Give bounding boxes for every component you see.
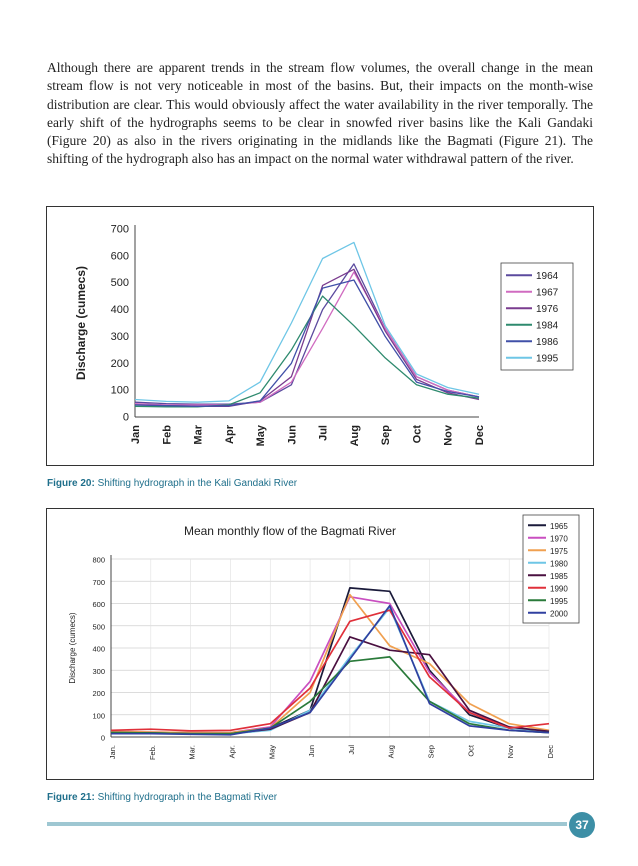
page-number: 37 (569, 812, 595, 838)
figure-20-caption: Figure 20: Shifting hydrograph in the Ka… (47, 478, 297, 489)
c2-series-line-1995 (110, 656, 550, 735)
c2-x-tick-label: Mar. (188, 745, 197, 760)
c1-series-line-1964 (134, 263, 480, 405)
footer-rule (47, 822, 567, 826)
c2-x-tick-label: Jun (307, 745, 316, 757)
c2-series-line-1990 (110, 609, 550, 732)
c1-x-tick-label: Feb (161, 425, 173, 445)
c2-legend-label-2000: 2000 (550, 609, 568, 618)
c1-series-line-1995 (134, 241, 480, 403)
c1-y-tick-label: 0 (123, 412, 129, 424)
figure-21-chart: Mean monthly flow of the Bagmati River 0 1… (46, 508, 594, 780)
c1-x-tick-label: Sep (380, 425, 392, 445)
c2-y-tick-label: 300 (92, 667, 105, 676)
c2-x-tick-label: Oct (466, 744, 475, 757)
c2-y-axis-label: Discharge (cumecs) (68, 612, 77, 683)
bagmati-hydrograph: Mean monthly flow of the Bagmati River 0 1… (68, 514, 580, 760)
c1-x-tick-label: Dec (474, 425, 486, 445)
c1-x-tick-label: May (255, 424, 267, 446)
c2-series-line-1965 (110, 587, 550, 735)
c1-y-axis-label: Discharge (cumecs) (74, 266, 88, 380)
c1-series-line-1967 (134, 271, 480, 406)
c2-legend-label-1980: 1980 (550, 559, 568, 568)
c1-y-tick-label: 700 (111, 224, 129, 236)
c1-legend-label-1995: 1995 (536, 353, 559, 364)
c1-x-tick-label: Jul (318, 425, 330, 441)
c2-y-tick-label: 200 (92, 689, 105, 698)
c1-series-line-1986 (134, 279, 480, 407)
kali-gandaki-hydrograph: 0 100 200 300 400 500 600 700 Jan Feb Mar Apr May Jun… (74, 224, 574, 446)
c2-y-tick-label: 500 (92, 622, 105, 631)
c1-legend-box (500, 262, 574, 371)
c2-legend-label-1965: 1965 (550, 522, 568, 531)
c2-series-line-2000 (111, 604, 550, 736)
c1-legend-label-1964: 1964 (536, 271, 559, 282)
c2-series-line-1975 (110, 593, 550, 734)
c1-legend-label-1986: 1986 (536, 337, 559, 348)
c2-chart-title: Mean monthly flow of the Bagmati River (184, 524, 396, 538)
c2-x-tick-label: Dec (546, 745, 555, 759)
c2-legend-label-1970: 1970 (550, 534, 568, 543)
figure-20-caption-text: Shifting hydrograph in the Kali Gandaki … (94, 478, 298, 489)
c1-x-tick-label: Mar (193, 424, 205, 444)
c2-x-tick-label: Jul (347, 745, 356, 755)
c1-y-tick-label: 200 (111, 358, 129, 370)
c2-x-tick-label: Sep (427, 745, 436, 758)
c2-y-tick-label: 400 (92, 645, 105, 654)
c1-legend-label-1984: 1984 (536, 320, 559, 331)
c1-x-tick-label: Oct (411, 425, 423, 444)
c1-y-tick-label: 400 (111, 304, 129, 316)
c1-y-tick-label: 300 (111, 331, 129, 343)
figure-20-chart: 0 100 200 300 400 500 600 700 Jan Feb Mar Apr May Jun… (46, 206, 594, 466)
c1-x-tick-label: Jan (130, 425, 142, 444)
c1-legend-label-1967: 1967 (536, 287, 559, 298)
c1-x-tick-label: Apr (224, 424, 236, 444)
c2-y-tick-label: 100 (92, 711, 105, 720)
c2-x-tick-label: Feb. (148, 745, 157, 760)
c2-x-tick-label: Jan. (108, 745, 117, 759)
c1-y-tick-label: 600 (111, 250, 129, 262)
figure-21-caption-label: Figure 21: (47, 792, 95, 803)
c2-x-tick-label: Apr. (227, 745, 236, 758)
c2-y-tick-label: 700 (92, 578, 105, 587)
figure-21-caption: Figure 21: Shifting hydrograph in the Ba… (47, 792, 277, 803)
c1-y-tick-label: 100 (111, 385, 129, 397)
c2-y-tick-label: 800 (92, 556, 105, 565)
c2-legend-label-1975: 1975 (550, 547, 568, 556)
c1-x-tick-label: Nov (443, 424, 455, 446)
c2-x-tick-label: Aug (387, 745, 396, 758)
c2-legend-label-1995: 1995 (550, 597, 568, 606)
c1-series-line-1984 (134, 295, 480, 408)
c2-legend-label-1985: 1985 (550, 572, 568, 581)
body-paragraph: Although there are apparent trends in th… (47, 60, 593, 167)
figure-21-caption-text: Shifting hydrograph in the Bagmati River (94, 792, 278, 803)
c2-legend-box (522, 514, 580, 624)
c1-x-tick-label: Aug (349, 425, 361, 446)
c2-y-tick-label: 600 (92, 600, 105, 609)
c1-y-tick-label: 500 (111, 277, 129, 289)
c1-legend-label-1976: 1976 (536, 304, 559, 315)
c1-x-tick-label: Jun (286, 425, 298, 445)
c2-x-tick-label: May (267, 745, 276, 759)
c2-x-tick-label: Nov (506, 745, 515, 759)
figure-20-caption-label: Figure 20: (47, 478, 95, 489)
c2-y-tick-label: 0 (101, 734, 105, 743)
c2-series-line-1970 (110, 595, 550, 734)
c2-legend-label-1990: 1990 (550, 584, 568, 593)
